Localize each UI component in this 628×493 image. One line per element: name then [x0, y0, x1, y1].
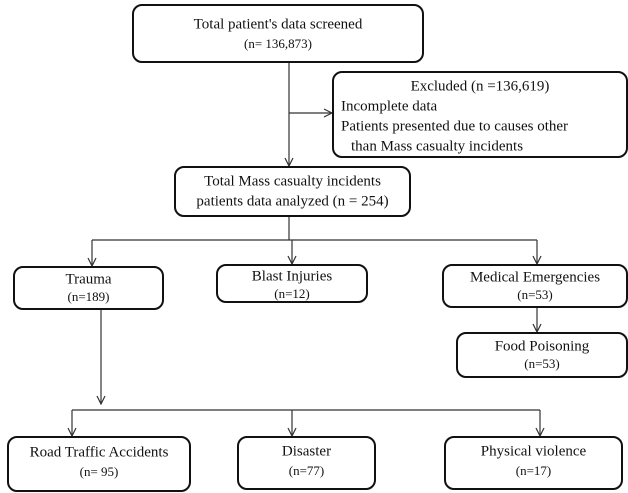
node: Physical violence (n=17): [444, 436, 623, 490]
node-text: Incomplete data: [341, 98, 438, 114]
node-text: Total Mass casualty incidents: [204, 173, 381, 189]
node: Total patient's data screened (n= 136,873…: [132, 4, 424, 63]
node-text: (n=17): [516, 463, 552, 478]
node-box: [174, 166, 411, 217]
node-text: Blast Injuries: [252, 268, 333, 284]
node-box: [13, 266, 164, 310]
node-text: (n=12): [274, 286, 310, 301]
node-text: Total patient's data screened: [194, 16, 363, 32]
node-box: [7, 436, 191, 492]
node-text: Medical Emergencies: [470, 269, 600, 285]
node-text: Excluded (n =136,619): [411, 78, 550, 94]
node-text: Trauma: [65, 271, 111, 287]
node-box: [444, 436, 623, 490]
node-box: [237, 436, 376, 490]
node-box: [216, 264, 368, 303]
connectors: [72, 62, 540, 436]
node-text: (n=53): [517, 287, 553, 302]
node: Excluded (n =136,619) Incomplete data Pati…: [332, 71, 628, 158]
node: Food Poisoning (n=53): [456, 332, 628, 378]
node: Disaster (n=77): [237, 436, 376, 490]
node-text: Physical violence: [481, 443, 587, 459]
node-text: than Mass casualty incidents: [351, 138, 523, 154]
node: Medical Emergencies (n=53): [442, 264, 628, 308]
node-text: (n=189): [68, 289, 110, 304]
node-text: Road Traffic Accidents: [30, 444, 169, 460]
node: Trauma (n=189): [13, 266, 164, 310]
node-text: Food Poisoning: [495, 338, 590, 354]
node-text: patients data analyzed (n = 254): [196, 193, 388, 209]
node-text: Patients presented due to causes other: [341, 118, 568, 134]
node-text: (n=77): [289, 463, 325, 478]
node-text: (n= 95): [80, 464, 119, 479]
node: Road Traffic Accidents (n= 95): [7, 436, 191, 492]
node-box: [132, 4, 424, 63]
node-text: Disaster: [282, 443, 331, 459]
node-text: (n= 136,873): [244, 36, 312, 51]
node: Total Mass casualty incidents patients da…: [174, 166, 411, 217]
node: Blast Injuries (n=12): [216, 264, 368, 303]
node-box: [456, 332, 628, 378]
node-box: [442, 264, 628, 308]
node-text: (n=53): [524, 356, 560, 371]
node-box: [332, 71, 628, 158]
